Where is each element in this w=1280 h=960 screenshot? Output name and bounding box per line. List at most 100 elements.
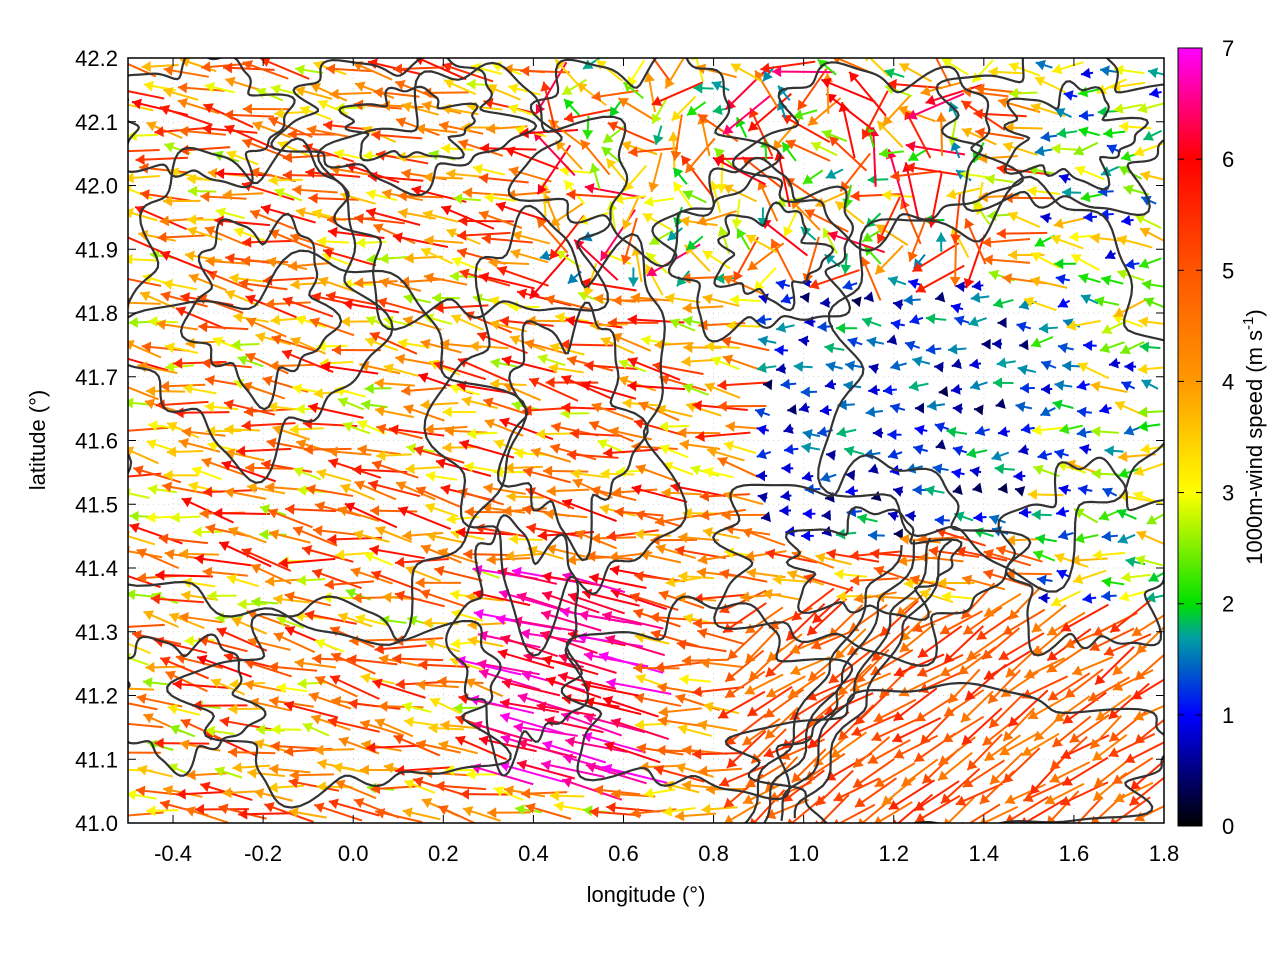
wind-vector (789, 634, 831, 655)
wind-vector (951, 358, 962, 369)
wind-vector (1077, 484, 1093, 496)
wind-vector (301, 545, 354, 563)
wind-vector (1131, 678, 1164, 701)
wind-vector-head (611, 788, 621, 800)
wind-vector-head (157, 231, 167, 243)
wind-vector-head (554, 800, 564, 812)
wind-vector-head (774, 344, 784, 356)
wind-vector (516, 759, 576, 780)
wind-vector-head (629, 592, 641, 603)
wind-vector-head (1013, 470, 1023, 482)
wind-vector (459, 788, 513, 800)
wind-vector-head (982, 735, 994, 746)
wind-vector-head (373, 87, 383, 99)
wind-vector-head (917, 666, 928, 677)
wind-vector (423, 171, 463, 183)
wind-vector-head (984, 750, 996, 761)
wind-vector-head (676, 639, 687, 651)
wind-vector (723, 440, 757, 454)
wind-vector-head (1123, 184, 1134, 196)
wind-vector (969, 379, 988, 391)
wind-vector (695, 430, 751, 442)
wind-vector (292, 466, 322, 481)
wind-vector-head (609, 564, 620, 576)
wind-vector-head (776, 322, 787, 333)
wind-vector (401, 385, 447, 397)
wind-vector-head (1002, 273, 1013, 285)
wind-vector-head (1078, 126, 1089, 138)
wind-vector-shaft (516, 761, 576, 780)
wind-vector-head (269, 696, 279, 707)
wind-vector-head (935, 112, 947, 122)
wind-vector-head (360, 672, 371, 684)
wind-vector (544, 508, 588, 520)
wind-vector-head (824, 379, 835, 390)
wind-vector (354, 213, 405, 225)
wind-vector-head (457, 229, 467, 241)
wind-vector (1101, 576, 1125, 588)
wind-vector-head (907, 109, 918, 120)
wind-vector-head (228, 526, 239, 537)
wind-vector (379, 277, 422, 292)
wind-vector (1018, 506, 1032, 518)
wind-vector (462, 187, 508, 199)
wind-vector (995, 398, 1006, 409)
wind-vector-head (1118, 467, 1129, 479)
wind-vector-head (117, 231, 127, 241)
wind-vector (128, 653, 149, 666)
wind-vector (662, 461, 694, 476)
wind-vector-head (944, 706, 955, 717)
wind-vector (726, 320, 761, 332)
wind-vector-head (808, 738, 819, 749)
wind-vector (821, 509, 831, 521)
wind-vector-shaft (159, 251, 214, 275)
wind-vector (371, 129, 423, 141)
wind-vector (1023, 296, 1057, 312)
wind-vector (357, 444, 402, 456)
wind-vector-head (627, 277, 639, 287)
wind-vector (717, 400, 767, 412)
wind-vector-head (276, 615, 288, 627)
wind-vector-head (1069, 732, 1081, 743)
wind-vector-head (744, 550, 755, 562)
wind-vector-head (735, 117, 746, 128)
wind-vector-head (607, 121, 619, 132)
wind-vector-head (899, 642, 911, 652)
wind-vector-head (352, 464, 362, 476)
wind-vector-head (362, 150, 372, 162)
wind-vector-head (606, 530, 617, 542)
wind-vector (292, 526, 338, 547)
wind-vector-head (366, 315, 377, 327)
wind-vector-shaft (455, 658, 522, 676)
wind-vector-shaft (128, 535, 156, 546)
wind-vector (1142, 129, 1163, 141)
wind-vector-head (164, 548, 175, 560)
wind-vector (1093, 757, 1131, 788)
wind-vector-head (675, 693, 686, 704)
wind-vector (609, 98, 624, 118)
wind-vector-head (162, 195, 172, 207)
wind-vector (591, 89, 639, 102)
wind-vector (353, 529, 390, 543)
wind-vector (774, 344, 789, 356)
wind-vector (204, 226, 248, 247)
wind-vector-head (438, 120, 449, 132)
wind-vector (163, 469, 199, 481)
wind-vector (824, 342, 845, 354)
wind-vector (205, 255, 249, 267)
wind-vector-head (451, 314, 462, 325)
wind-vector-head (602, 763, 613, 775)
wind-vector (665, 576, 701, 588)
wind-vector-head (677, 723, 688, 735)
wind-vector (178, 125, 226, 137)
wind-vector-head (565, 736, 576, 748)
wind-vector (395, 353, 438, 366)
wind-vector-head (335, 779, 346, 790)
wind-vector-head (218, 803, 229, 815)
wind-vector-head (128, 172, 134, 184)
wind-vector (937, 751, 973, 782)
wind-vector-shaft (603, 448, 659, 455)
wind-vector-shaft (722, 94, 772, 135)
wind-vector-head (450, 638, 461, 650)
wind-vector (860, 256, 882, 301)
